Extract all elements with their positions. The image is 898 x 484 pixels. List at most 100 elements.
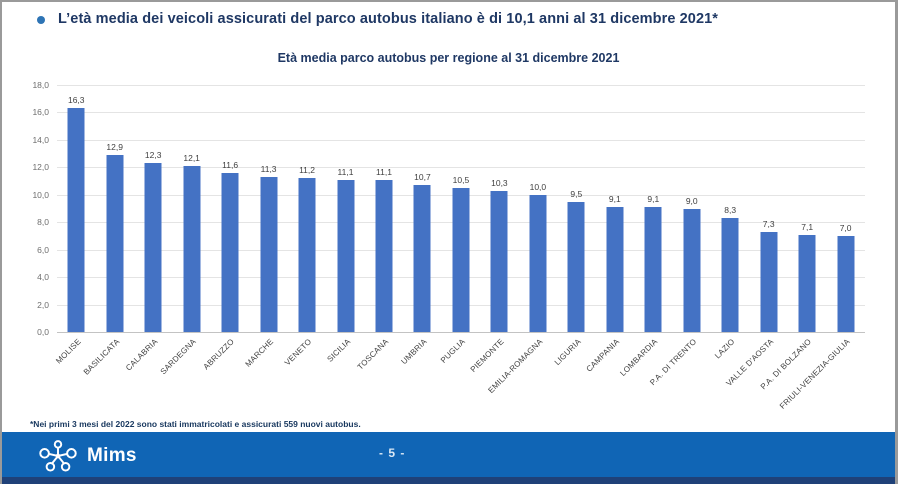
bullet-icon — [37, 16, 45, 24]
bar-column: 12,1 SARDEGNA — [159, 85, 210, 376]
x-axis-label: PIEMONTE — [468, 337, 506, 375]
bar-value-label: 10,3 — [491, 177, 508, 188]
bar-value-label: 9,1 — [608, 194, 621, 205]
bar-value-label: 16,3 — [67, 95, 85, 106]
y-tick-label: 0,0 — [37, 327, 49, 337]
bar-column: 11,6 ABRUZZO — [202, 85, 249, 371]
bar-p-a-di-trento — [683, 208, 701, 332]
x-axis-label: PUGLIA — [439, 337, 468, 365]
brand: Mims — [38, 439, 137, 473]
gridline — [57, 139, 865, 141]
bar-liguria — [567, 201, 585, 332]
bar-valle-d-aosta — [760, 231, 778, 332]
brand-name: Mims — [87, 445, 137, 466]
bar-column: 9,1 CAMPANIA — [585, 85, 634, 374]
bar-value-label: 11,3 — [260, 163, 277, 174]
bar-value-label: 12,9 — [106, 141, 123, 152]
bar-column: 10,3 PIEMONTE — [469, 85, 518, 374]
bar-value-label: 11,2 — [299, 165, 316, 176]
footer-bar: Mims - 5 - — [2, 432, 895, 477]
x-axis-label: MOLISE — [54, 337, 83, 366]
gridline — [57, 112, 865, 114]
bar-value-label: 7,3 — [762, 218, 775, 229]
bar-column: 7,3 VALLE D'AOSTA — [724, 85, 787, 388]
x-axis-label: FRIULI-VENEZIA-GIULIA — [778, 337, 852, 411]
bar-column: 11,1 SICILIA — [325, 85, 364, 364]
bar-abruzzo — [221, 172, 239, 332]
bullet-row: L’età media dei veicoli assicurati del p… — [37, 11, 718, 27]
bar-column: 10,0 EMILIA-ROMAGNA — [486, 85, 557, 395]
bar-sicilia — [337, 179, 355, 332]
x-axis-label: TOSCANA — [355, 337, 391, 372]
bar-puglia — [452, 187, 470, 332]
x-axis-label: LAZIO — [713, 337, 737, 361]
bar-column: 12,3 CALABRIA — [124, 85, 172, 372]
bar-value-label: 10,5 — [452, 174, 470, 185]
bar-basilicata — [106, 154, 124, 332]
bar-value-label: 9,1 — [647, 194, 660, 205]
headline-text: L’età media dei veicoli assicurati del p… — [58, 11, 719, 27]
y-tick-label: 14,0 — [32, 134, 49, 145]
bar-column: 16,3 MOLISE — [54, 85, 95, 366]
bar-veneto — [298, 178, 316, 332]
x-axis-label: CALABRIA — [124, 337, 160, 373]
y-tick-label: 18,0 — [32, 80, 49, 90]
bar-molise — [67, 108, 85, 332]
chart-title: Età media parco autobus per regione al 3… — [277, 51, 620, 65]
bar-value-label: 7,0 — [839, 222, 852, 233]
bottom-strip — [2, 477, 895, 484]
gridline — [57, 85, 865, 86]
y-tick-label: 4,0 — [37, 272, 49, 283]
bar-column: 9,0 P.A. DI TRENTO — [648, 85, 711, 387]
bar-value-label: 12,3 — [144, 150, 162, 161]
bar-emilia-romagna — [529, 194, 547, 332]
bar-columns: 16,3 MOLISE 12,9 BASILICATA 12,3 CALABRIA 12,1… — [54, 85, 865, 411]
bar-marche — [260, 176, 278, 332]
y-tick-label: 10,0 — [32, 189, 49, 200]
bar-lombardia — [644, 207, 662, 332]
mims-logo-icon — [39, 440, 77, 472]
x-axis-label: SARDEGNA — [158, 337, 199, 377]
footnote: *Nei primi 3 mesi del 2022 sono stati im… — [30, 419, 361, 429]
bar-column: 10,7 UMBRIA — [400, 85, 441, 366]
y-tick-label: 8,0 — [37, 217, 49, 228]
bar-value-label: 8,3 — [724, 205, 737, 216]
bar-value-label: 10,7 — [414, 172, 431, 183]
x-axis-label: LOMBARDIA — [618, 337, 660, 378]
gridline — [57, 167, 865, 169]
bar-value-label: 10,0 — [529, 181, 547, 192]
bar-piemonte — [490, 190, 508, 332]
x-axis-label: LIGURIA — [552, 337, 583, 367]
bar-value-label: 11,1 — [376, 166, 392, 177]
y-tick-label: 2,0 — [37, 299, 49, 310]
bar-campania — [606, 207, 624, 332]
x-axis-label: SICILIA — [325, 337, 352, 364]
bar-umbria — [413, 185, 431, 332]
x-axis-label: CAMPANIA — [584, 337, 622, 374]
x-axis-label: VENETO — [283, 337, 314, 368]
bar-calabria — [144, 163, 162, 332]
x-axis-label: ABRUZZO — [202, 337, 237, 372]
bar-column: 9,1 LOMBARDIA — [619, 85, 672, 378]
bar-chart: 0,0 2,0 4,0 6,0 8,0 10,0 12,0 14,0 16,0 18,0 16,3 M… — [32, 80, 865, 411]
bar-friuli-venezia-giulia — [837, 235, 855, 332]
x-axis-label: BASILICATA — [81, 337, 122, 377]
bar-value-label: 9,5 — [570, 188, 583, 199]
bar-column: 12,9 BASILICATA — [81, 85, 133, 377]
x-axis-line — [57, 332, 865, 333]
bar-value-label: 12,1 — [183, 152, 200, 163]
bar-column: 11,3 MARCHE — [243, 85, 287, 369]
x-axis-label: UMBRIA — [399, 337, 429, 367]
bar-p-a-di-bolzano — [798, 234, 816, 332]
bar-value-label: 11,6 — [222, 159, 239, 170]
bar-column: 10,5 PUGLIA — [439, 85, 480, 365]
bar-column: 8,3 LAZIO — [711, 85, 749, 360]
bar-column: 11,2 VENETO — [283, 85, 326, 367]
bar-value-label: 11,1 — [337, 166, 354, 177]
page-number: - 5 - — [379, 446, 406, 460]
bar-column: 7,0 FRIULI-VENEZIA-GIULIA — [778, 85, 864, 411]
bar-column: 11,1 TOSCANA — [356, 85, 403, 372]
y-tick-label: 16,0 — [32, 107, 49, 118]
bar-value-label: 7,1 — [801, 221, 814, 232]
